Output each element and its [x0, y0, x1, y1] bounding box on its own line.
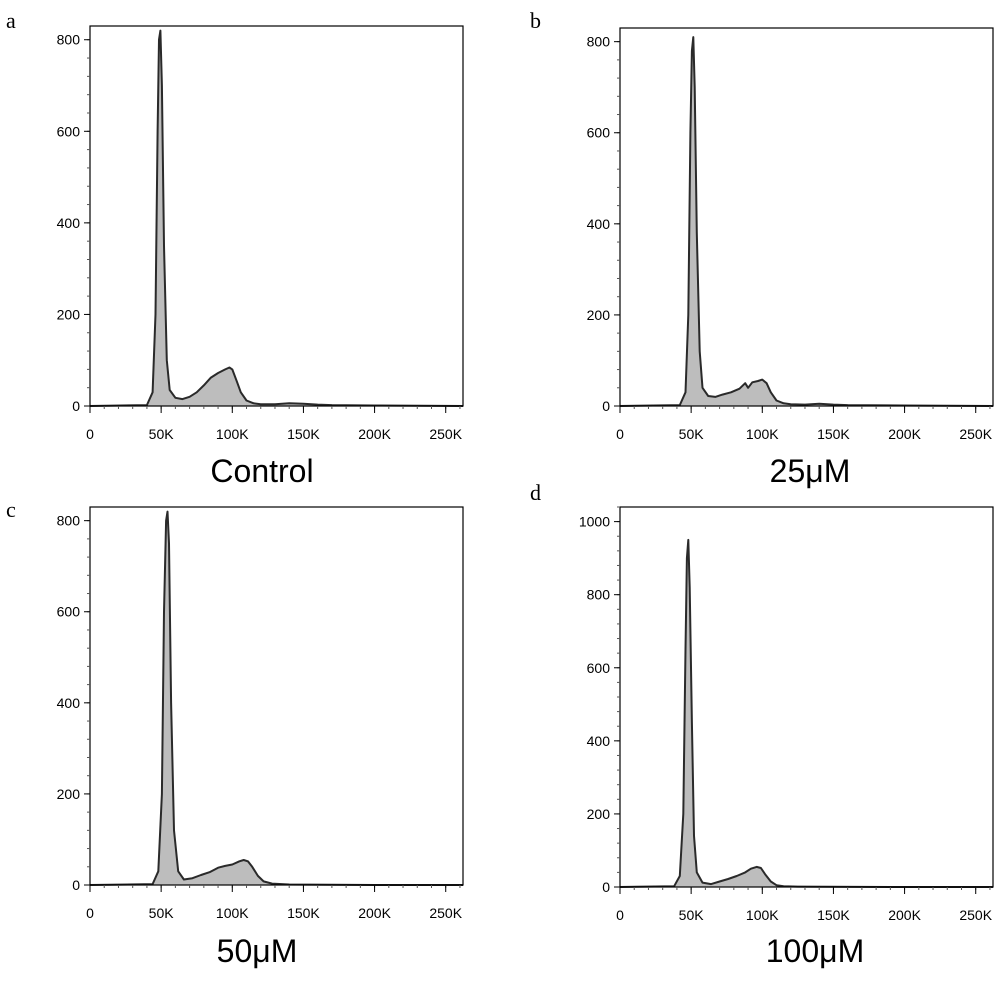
histogram-area-c	[90, 512, 463, 885]
condition-label-b: 25μM	[770, 453, 851, 489]
y-tick-label: 400	[587, 733, 611, 749]
histogram-panel-b: 0 200 400 600 800 0 50K 100K 150K 200K 250K b 25μM	[530, 8, 993, 489]
plot-frame-c	[90, 507, 463, 885]
plot-frame-a	[90, 26, 463, 406]
histogram-outline-b	[620, 37, 993, 406]
histogram-outline-c	[90, 512, 463, 885]
y-tick-label: 800	[587, 34, 611, 50]
x-tick-label: 0	[86, 426, 94, 442]
x-tick-label: 150K	[817, 907, 850, 923]
y-tick-label: 800	[587, 587, 611, 603]
panel-letter-d: d	[530, 480, 541, 505]
x-tick-label: 100K	[746, 907, 779, 923]
panel-letter-c: c	[6, 497, 16, 522]
y-tick-label: 0	[72, 877, 80, 893]
x-tick-label: 200K	[358, 905, 391, 921]
y-tick-label: 600	[587, 125, 611, 141]
y-tick-label: 400	[57, 215, 81, 231]
x-tick-label: 250K	[959, 907, 992, 923]
x-tick-label: 100K	[216, 426, 249, 442]
y-tick-label: 0	[72, 398, 80, 414]
x-tick-label: 150K	[287, 905, 320, 921]
x-tick-label: 100K	[216, 905, 249, 921]
plot-frame-b	[620, 28, 993, 406]
histogram-area-a	[90, 31, 463, 406]
histogram-outline-d	[620, 540, 993, 887]
condition-label-c: 50μM	[217, 933, 298, 969]
x-tick-label: 250K	[429, 905, 462, 921]
x-tick-label: 50K	[149, 905, 175, 921]
x-tick-label: 200K	[888, 907, 921, 923]
histogram-panel-a: 0 200 400 600 800 0 50K 100K 150K 200K 250K a Contro…	[6, 8, 463, 489]
y-tick-label: 200	[57, 306, 81, 322]
y-tick-label: 800	[57, 32, 81, 48]
x-tick-label: 0	[616, 426, 624, 442]
y-tick-label: 1000	[579, 514, 610, 530]
histogram-outline-a	[90, 31, 463, 406]
panel-letter-a: a	[6, 8, 16, 33]
x-tick-label: 150K	[817, 426, 850, 442]
histogram-panel-c: 0 200 400 600 800 0 50K 100K 150K 200K 250K c 50μM	[6, 497, 463, 969]
y-tick-label: 0	[602, 879, 610, 895]
y-tick-label: 0	[602, 398, 610, 414]
plot-frame-d	[620, 507, 993, 887]
y-tick-label: 600	[57, 604, 81, 620]
histogram-area-d	[620, 540, 993, 887]
histogram-panel-d: 0 200 400 600 800 1000 0 50K 100K 150K 200K 250K d 10…	[530, 480, 993, 969]
y-tick-label: 600	[57, 123, 81, 139]
y-tick-label: 400	[587, 216, 611, 232]
y-tick-label: 200	[587, 307, 611, 323]
y-tick-label: 400	[57, 695, 81, 711]
x-tick-label: 200K	[888, 426, 921, 442]
x-tick-label: 250K	[959, 426, 992, 442]
condition-label-d: 100μM	[766, 933, 864, 969]
x-tick-label: 250K	[429, 426, 462, 442]
x-tick-label: 0	[86, 905, 94, 921]
x-tick-label: 100K	[746, 426, 779, 442]
x-tick-label: 150K	[287, 426, 320, 442]
x-tick-label: 0	[616, 907, 624, 923]
condition-label-a: Control	[210, 453, 313, 489]
panel-letter-b: b	[530, 8, 541, 33]
x-tick-label: 50K	[679, 907, 705, 923]
y-tick-label: 200	[587, 806, 611, 822]
y-tick-label: 200	[57, 786, 81, 802]
y-tick-label: 800	[57, 513, 81, 529]
x-tick-label: 50K	[149, 426, 175, 442]
histogram-area-b	[620, 37, 993, 406]
x-tick-label: 50K	[679, 426, 705, 442]
x-tick-label: 200K	[358, 426, 391, 442]
y-tick-label: 600	[587, 660, 611, 676]
